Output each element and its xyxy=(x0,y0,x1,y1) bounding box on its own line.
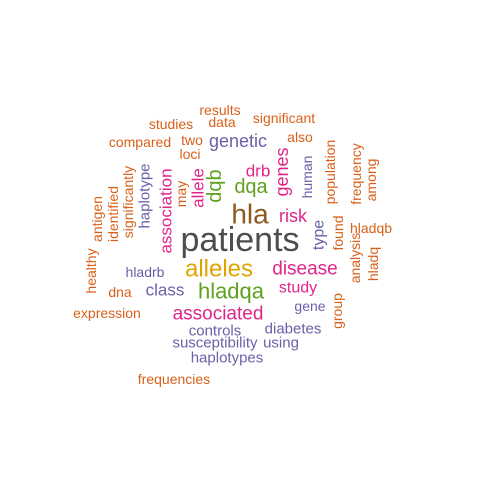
word-hladrb: hladrb xyxy=(126,264,165,280)
word-also: also xyxy=(287,129,313,145)
word-compared: compared xyxy=(109,134,171,150)
word-genes: genes xyxy=(272,147,292,196)
word-loci: loci xyxy=(179,146,200,162)
word-haplotype: haplotype xyxy=(137,163,154,228)
word-patients: patients xyxy=(180,221,299,259)
word-disease: disease xyxy=(272,259,338,280)
word-data: data xyxy=(208,114,235,130)
word-population: population xyxy=(322,140,338,205)
word-studies: studies xyxy=(149,116,193,132)
word-antigen: antigen xyxy=(89,196,105,242)
word-genetic: genetic xyxy=(209,131,267,151)
word-results: results xyxy=(199,102,240,118)
word-class: class xyxy=(146,281,185,300)
word-frequencies: frequencies xyxy=(138,371,210,387)
word-may: may xyxy=(173,181,189,207)
word-diabetes: diabetes xyxy=(265,321,322,338)
word-controls: controls xyxy=(189,323,242,340)
word-hladq: hladq xyxy=(365,247,381,281)
word-associated: associated xyxy=(173,304,264,325)
word-frequency: frequency xyxy=(348,143,364,204)
word-allele: allele xyxy=(189,168,208,208)
word-expression: expression xyxy=(73,305,141,321)
word-hla: hla xyxy=(231,199,269,230)
word-dqa: dqa xyxy=(234,176,268,198)
word-susceptibility: susceptibility xyxy=(172,335,258,352)
word-significant: significant xyxy=(253,110,315,126)
word-significantly: significantly xyxy=(120,166,136,238)
word-healthy: healthy xyxy=(83,248,99,293)
word-identified: identified xyxy=(105,186,121,242)
word-using: using xyxy=(263,335,299,352)
word-haplotypes: haplotypes xyxy=(191,350,264,367)
word-among: among xyxy=(363,159,379,202)
word-two: two xyxy=(181,132,203,148)
word-analysis: analysis xyxy=(347,233,363,284)
word-found: found xyxy=(330,215,346,250)
word-drb: drb xyxy=(246,162,271,181)
word-hladqa: hladqa xyxy=(198,279,265,304)
word-alleles: alleles xyxy=(185,256,253,283)
word-dna: dna xyxy=(108,284,132,300)
word-dqb: dqb xyxy=(204,169,226,202)
word-study: study xyxy=(279,280,317,297)
word-type: type xyxy=(311,220,328,250)
word-gene: gene xyxy=(294,298,325,314)
word-association: association xyxy=(157,168,176,253)
word-hladqb: hladqb xyxy=(350,220,392,236)
word-human: human xyxy=(299,156,315,199)
word-group: group xyxy=(329,293,345,329)
word-risk: risk xyxy=(279,206,308,226)
